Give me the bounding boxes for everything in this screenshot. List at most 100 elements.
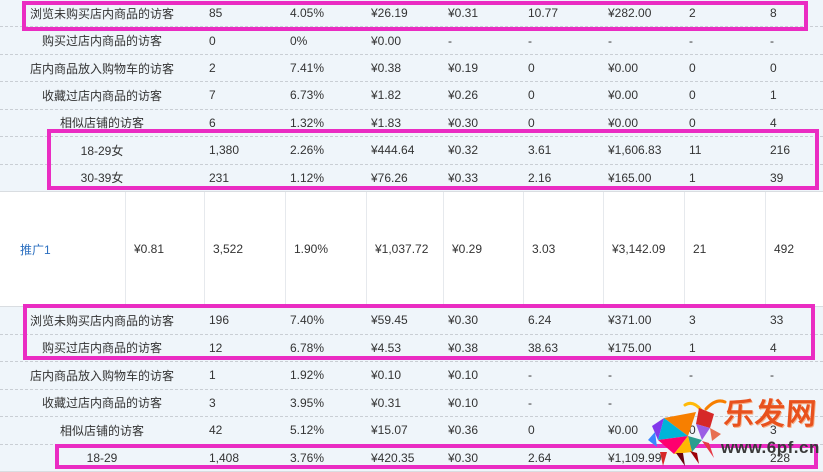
watermark-logo: 乐发网 www.6pf.cn [636, 394, 823, 472]
cell: 4 [770, 340, 777, 355]
cell: 196 [209, 313, 230, 328]
row-label: 相似店铺的访客 [59, 423, 144, 438]
cell: 0 [689, 61, 696, 76]
row-label: 18-29女 [80, 143, 124, 158]
cell: 3 [770, 423, 777, 438]
cell: ¥0.30 [448, 313, 479, 328]
cell: 39 [770, 170, 784, 185]
cell: 0 [689, 423, 696, 438]
cell: ¥0.36 [448, 423, 479, 438]
cell: ¥4.53 [371, 340, 402, 355]
cell: 8 [770, 6, 777, 21]
cell: ¥0.30 [448, 450, 479, 465]
campaign-link[interactable]: 推广1 [20, 242, 51, 257]
table-row: 浏览未购买店内商品的访客 85 4.05% ¥26.19 ¥0.31 10.77… [0, 0, 823, 28]
cell: ¥0.38 [371, 61, 402, 76]
cell: - [770, 368, 774, 383]
cell: 2.26% [290, 143, 325, 158]
cell: ¥444.64 [371, 143, 415, 158]
cell: ¥1.83 [371, 115, 402, 130]
table-row: 浏览未购买店内商品的访客 196 7.40% ¥59.45 ¥0.30 6.24… [0, 307, 823, 335]
cell: 6 [209, 115, 216, 130]
cell: ¥0.19 [448, 61, 479, 76]
cell: 0 [528, 61, 535, 76]
cell: 3,522 [204, 192, 285, 306]
cell: - [770, 395, 774, 410]
cell: ¥26.19 [371, 6, 408, 21]
watermark-site-url: www.6pf.cn [721, 438, 820, 457]
cell: 1.92% [290, 368, 325, 383]
table-row-demographic: 18-29女 1,380 2.26% ¥444.64 ¥0.32 3.61 ¥1… [0, 137, 823, 165]
cell: 0 [528, 88, 535, 103]
cell: - [608, 395, 612, 410]
audience-rows-section-top: 浏览未购买店内商品的访客 85 4.05% ¥26.19 ¥0.31 10.77… [0, 0, 823, 192]
cell: 7.41% [290, 61, 325, 76]
cell: 11 [689, 143, 702, 158]
campaign-summary-section: 推广1 ¥0.81 3,522 1.90% ¥1,037.72 ¥0.29 3.… [0, 192, 823, 307]
cell: ¥420.35 [371, 450, 415, 465]
cell: ¥0.10 [448, 395, 479, 410]
cell: 38.63 [528, 340, 559, 355]
cell: 3.61 [528, 143, 552, 158]
row-label: 浏览未购买店内商品的访客 [29, 313, 174, 328]
campaign-name-cell: 推广1 [0, 192, 125, 306]
table-row: 收藏过店内商品的访客 7 6.73% ¥1.82 ¥0.26 0 ¥0.00 0… [0, 82, 823, 110]
cell: 0 [770, 61, 777, 76]
row-label: 相似店铺的访客 [59, 116, 144, 131]
row-label: 30-39女 [80, 171, 124, 186]
cell: 4.05% [290, 6, 325, 21]
cell: 3 [689, 313, 696, 328]
cell: ¥0.10 [448, 368, 479, 383]
cell: ¥0.00 [371, 33, 402, 48]
cell: - [528, 33, 532, 48]
cell: 216 [770, 143, 791, 158]
cell: ¥1.82 [371, 88, 402, 103]
table-row-demographic: 30-39女 231 1.12% ¥76.26 ¥0.33 2.16 ¥165.… [0, 165, 823, 191]
cell: 85 [209, 6, 223, 21]
cell: 0 [528, 115, 535, 130]
cell: 1.90% [285, 192, 366, 306]
watermark-site-name: 乐发网 [722, 398, 819, 431]
cell: 0 [689, 88, 696, 103]
cell: ¥1,606.83 [608, 143, 662, 158]
cell: 1 [770, 88, 777, 103]
cell: - [689, 368, 693, 383]
cell: ¥1,109.99 [608, 450, 662, 465]
cell: ¥0.33 [448, 170, 479, 185]
cell: 5.12% [290, 423, 325, 438]
cell: ¥0.00 [608, 61, 639, 76]
cell: 2.16 [528, 170, 552, 185]
cell: 1 [689, 170, 696, 185]
table-row: 相似店铺的访客 6 1.32% ¥1.83 ¥0.30 0 ¥0.00 0 4 [0, 110, 823, 138]
cell: 0 [528, 423, 535, 438]
cell: 1,380 [209, 143, 240, 158]
cell: 33 [770, 313, 784, 328]
cell: 0% [290, 33, 308, 48]
cell: 4 [770, 115, 777, 130]
cell: ¥0.10 [371, 368, 402, 383]
row-label: 18-29 [86, 450, 118, 465]
cell: ¥76.26 [371, 170, 408, 185]
cell: ¥175.00 [608, 340, 652, 355]
cell: - [770, 33, 774, 48]
cell: - [608, 368, 612, 383]
cell: ¥0.30 [448, 115, 479, 130]
cell: ¥0.29 [443, 192, 523, 306]
cell: 12 [209, 340, 223, 355]
cell: 42 [209, 423, 223, 438]
cell: ¥282.00 [608, 6, 652, 21]
cell: ¥0.00 [608, 88, 639, 103]
row-label: 收藏过店内商品的访客 [41, 88, 162, 103]
cell: ¥371.00 [608, 313, 652, 328]
row-label: 浏览未购买店内商品的访客 [29, 6, 174, 21]
cell: 1,408 [209, 450, 240, 465]
table-row: 店内商品放入购物车的访客 1 1.92% ¥0.10 ¥0.10 - - - - [0, 362, 823, 390]
cell: ¥0.38 [448, 340, 479, 355]
cell: - [528, 395, 532, 410]
cell: 6.78% [290, 340, 325, 355]
cell: ¥0.00 [608, 115, 639, 130]
cell: ¥165.00 [608, 170, 652, 185]
cell: 3.95% [290, 395, 325, 410]
cell: 3.03 [523, 192, 603, 306]
